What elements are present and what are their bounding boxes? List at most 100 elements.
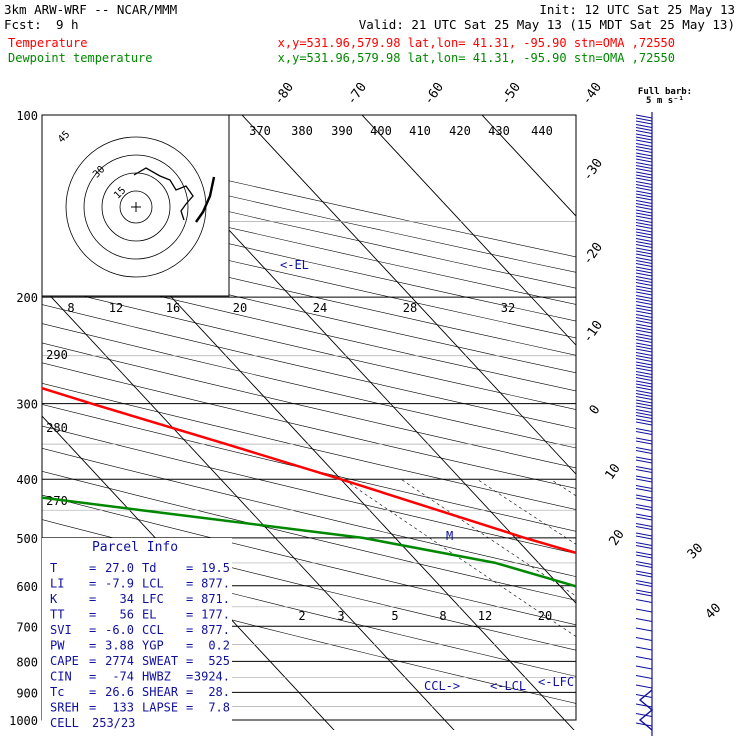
- wind-barb: [635, 285, 653, 296]
- wind-barb-flag: [635, 478, 653, 483]
- wind-barb: [635, 123, 653, 135]
- hodograph-ring: [119, 190, 153, 224]
- wind-barb: [635, 627, 653, 632]
- parcel-info-equals: =: [186, 592, 193, 606]
- wind-barb-flag: [635, 367, 653, 372]
- mixing-ratio-line: [617, 479, 740, 733]
- wind-barb-flag: [635, 139, 653, 144]
- wind-barb-flag: [635, 497, 653, 502]
- dry-adiabat-line: [42, 471, 576, 601]
- wind-barb-flag: [635, 288, 653, 293]
- wind-barb: [635, 313, 653, 325]
- wind-barb-flag: [635, 554, 653, 559]
- wind-barb-flag: [635, 205, 653, 211]
- el-marker: <-EL: [280, 258, 309, 272]
- barb-legend-units: 5 m s⁻¹: [646, 96, 684, 106]
- wind-barb-flag: [635, 376, 653, 382]
- wind-barb: [635, 589, 653, 597]
- parcel-info-equals: =: [89, 639, 96, 653]
- hodograph-trace-upper: [195, 176, 216, 223]
- wind-barb: [635, 361, 653, 372]
- wind-barb-flag: [635, 684, 653, 689]
- wind-barb-flag: [635, 541, 653, 547]
- wind-barb-flag: [635, 174, 653, 179]
- hodograph-ring: [83, 154, 189, 260]
- wind-barb-flag: [635, 494, 653, 499]
- pressure-tick-label: 700: [16, 620, 38, 634]
- mixing-ratio-tick-label: 16: [166, 301, 180, 315]
- wind-barb: [635, 494, 653, 502]
- wind-barb-flag: [635, 345, 653, 350]
- theta-tick-label: 400: [370, 124, 392, 138]
- parcel-info-equals: =: [89, 623, 96, 637]
- wind-barb-flag: [635, 389, 653, 395]
- theta-tick-label: 440: [531, 124, 553, 138]
- wind-barb-flag: [635, 221, 653, 227]
- wind-barb-flag: [635, 383, 653, 388]
- wind-barb: [635, 171, 653, 182]
- isotherm-tick-label: 30: [685, 541, 707, 563]
- wind-barb-flag: [635, 386, 653, 391]
- wind-barb-flag: [635, 228, 653, 233]
- wind-barb: [635, 437, 653, 445]
- wind-barb: [635, 190, 653, 201]
- wind-barb-flag: [635, 237, 653, 243]
- temperature-legend-info: x,y=531.96,579.98 lat,lon= 41.31, -95.90…: [278, 36, 675, 50]
- theta-tick-label: 280: [46, 421, 68, 435]
- wind-barb: [635, 323, 653, 334]
- wind-barb-flag: [635, 373, 653, 379]
- theta-tick-label: 380: [291, 124, 313, 138]
- wind-barb-flag: [635, 304, 653, 309]
- wind-barb: [635, 142, 653, 154]
- lcl-marker: <-LCL: [490, 679, 526, 693]
- isotherm-line: [361, 115, 576, 346]
- mixing-ratio-tick-label: 32: [501, 301, 515, 315]
- parcel-info-label: K: [50, 592, 58, 606]
- wind-barb: [635, 161, 653, 173]
- wind-barb-flag: [635, 269, 653, 274]
- wind-barb-flag: [635, 418, 653, 423]
- parcel-info-value: 3.88: [105, 639, 134, 653]
- wind-barb-flag: [635, 129, 653, 135]
- wind-barb: [635, 370, 653, 382]
- parcel-info-value: 877.: [201, 577, 230, 591]
- wind-barb: [635, 579, 653, 588]
- wind-barb-flag: [635, 712, 653, 718]
- wind-barb-flag: [635, 212, 653, 217]
- parcel-info-value: 56: [120, 608, 134, 622]
- dry-adiabat-line: [42, 494, 576, 626]
- wind-barb-flag: [635, 133, 653, 138]
- wind-barb-flag: [635, 370, 653, 376]
- isotherm-tick-label: 40: [703, 601, 725, 623]
- wind-barb-flag: [635, 313, 653, 319]
- wind-barb-flag: [635, 563, 653, 569]
- wind-barb-flag: [635, 627, 653, 632]
- pressure-tick-label: 100: [16, 109, 38, 123]
- parcel-info-equals: =: [89, 561, 96, 575]
- mixing-ratio-tick-label: 20: [233, 301, 247, 315]
- wind-barb-flag: [635, 544, 653, 550]
- wind-barb-flag: [635, 589, 653, 594]
- wind-barb: [635, 351, 653, 363]
- dry-adiabat-line: [42, 323, 576, 449]
- wind-barb: [635, 180, 653, 192]
- wind-barb-flag: [635, 655, 653, 661]
- wind-barb-flag: [635, 399, 653, 404]
- parcel-info-equals: =: [89, 608, 96, 622]
- parcel-info-label: EL: [142, 608, 156, 622]
- wind-barb: [635, 456, 653, 464]
- wind-barb-flag: [635, 193, 653, 198]
- theta-tick-label: 420: [449, 124, 471, 138]
- wind-barb-flag: [635, 421, 653, 426]
- mixing-ratio-tick-label: 8: [67, 301, 74, 315]
- parcel-info-value: 26.6: [105, 685, 134, 699]
- forecast-label: Fcst:: [4, 17, 42, 32]
- wind-barb-flag: [635, 297, 653, 303]
- wind-barb-flag: [635, 475, 653, 480]
- wind-barb-flag: [635, 348, 653, 353]
- isotherm-line: [709, 102, 740, 733]
- wind-barb-flag: [635, 158, 653, 163]
- pressure-tick-label: 1000: [9, 714, 38, 728]
- ccl-marker: CCL->: [424, 679, 460, 693]
